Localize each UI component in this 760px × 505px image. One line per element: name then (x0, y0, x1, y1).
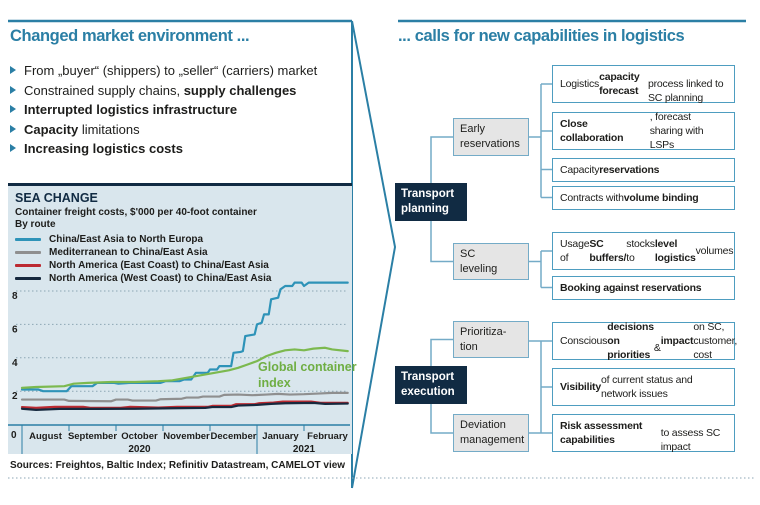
legend-color-swatch (15, 264, 41, 267)
bullet-arrow-icon (10, 66, 16, 74)
svg-text:February: February (307, 431, 348, 442)
global-container-index-annotation: Global container index (258, 360, 357, 390)
capability-box: Visibility of current status and network… (552, 368, 735, 406)
left-panel-title: Changed market environment ... (10, 27, 250, 45)
right-panel-title: ... calls for new capabilities in logist… (398, 27, 685, 45)
panel-funnel-pointer (351, 20, 397, 489)
sea-change-chart-card: 2 4 6 8 0 August September October November Decem… (8, 183, 357, 455)
category-box-sc-leveling: SC leveling (453, 243, 529, 280)
capability-box: Contracts with volume binding (552, 186, 735, 210)
legend-label: North America (East Coast) to China/East… (49, 260, 269, 271)
legend-item: North America (West Coast) to China/East… (15, 272, 271, 285)
legend-label: China/East Asia to North Europa (49, 234, 204, 245)
bullet-item: Capacity limitations (10, 120, 350, 140)
bullet-item: Increasing logistics costs (10, 139, 350, 159)
category-box-early-reservations: Early reservations (453, 118, 529, 156)
capability-box: Conscious decisions on priorities & impa… (552, 321, 737, 361)
svg-text:November: November (163, 431, 210, 442)
stage-box-transport-execution: Transport execution (395, 366, 467, 404)
bullet-text: From „buyer“ (shippers) to „seller“ (car… (24, 63, 318, 78)
category-box-prioritization: Prioritiza- tion (453, 321, 529, 358)
legend-item: Mediterranean to China/East Asia (15, 246, 271, 259)
svg-text:September: September (68, 431, 117, 442)
category-box-deviation-management: Deviation management (453, 414, 529, 452)
svg-text:4: 4 (12, 358, 18, 369)
svg-text:October: October (121, 431, 158, 442)
svg-text:6: 6 (12, 324, 18, 335)
market-environment-bullet-list: From „buyer“ (shippers) to „seller“ (car… (10, 61, 350, 159)
category-to-capability-connectors (529, 83, 552, 434)
legend-label: North America (West Coast) to China/East… (49, 273, 272, 284)
bullet-text: Increasing logistics costs (24, 141, 183, 157)
legend-color-swatch (15, 251, 41, 254)
svg-text:January: January (262, 431, 299, 442)
legend-color-swatch (15, 277, 41, 280)
bullet-arrow-icon (10, 85, 16, 94)
capability-box: Logistics capacity forecast process link… (552, 65, 735, 104)
bullet-item: Interrupted logistics infrastructure (10, 100, 350, 120)
stage-to-category-connectors (430, 136, 453, 434)
svg-text:December: December (211, 431, 257, 442)
sources-note: Sources: Freightos, Baltic Index; Refini… (10, 460, 346, 471)
capability-box: Capacity reservations (552, 158, 735, 182)
bullet-arrow-icon (10, 124, 16, 133)
chart-title: SEA CHANGE (15, 191, 98, 205)
stage-box-transport-planning: Transport planning (395, 183, 467, 221)
bullet-arrow-icon (10, 144, 16, 153)
svg-text:0: 0 (11, 430, 17, 441)
capability-box: Booking against reservations (552, 276, 735, 300)
legend-item: North America (East Coast) to China/East… (15, 259, 271, 272)
bullet-item: From „buyer“ (shippers) to „seller“ (car… (10, 61, 350, 81)
svg-text:8: 8 (12, 291, 18, 302)
capability-box: Close collaboration, forecast sharing wi… (552, 111, 735, 151)
chart-legend: China/East Asia to North Europa Mediterra… (15, 233, 271, 285)
svg-text:2020: 2020 (128, 444, 151, 455)
bullet-arrow-icon (10, 105, 16, 114)
legend-item: China/East Asia to North Europa (15, 233, 271, 246)
bullet-text: Interrupted logistics infrastructure (24, 102, 238, 118)
chart-subtitle: Container freight costs, $'000 per 40-fo… (15, 207, 257, 218)
svg-text:2021: 2021 (293, 444, 316, 455)
bullet-text: Constrained supply chains, supply challe… (24, 82, 297, 98)
svg-text:August: August (29, 431, 63, 442)
bullet-text: Capacity limitations (24, 121, 140, 137)
legend-color-swatch (15, 238, 41, 241)
svg-text:2: 2 (12, 391, 18, 402)
capability-box: Usage of SC buffers/ stocks to level log… (552, 232, 735, 270)
legend-label: Mediterranean to China/East Asia (49, 247, 208, 258)
chart-group-label: By route (15, 219, 56, 230)
freight-chart-svg: 2 4 6 8 0 August September October November Decem… (8, 281, 350, 455)
bullet-item: Constrained supply chains, supply challe… (10, 81, 350, 101)
capability-box: Risk assessment capabilities to assess S… (552, 414, 735, 453)
